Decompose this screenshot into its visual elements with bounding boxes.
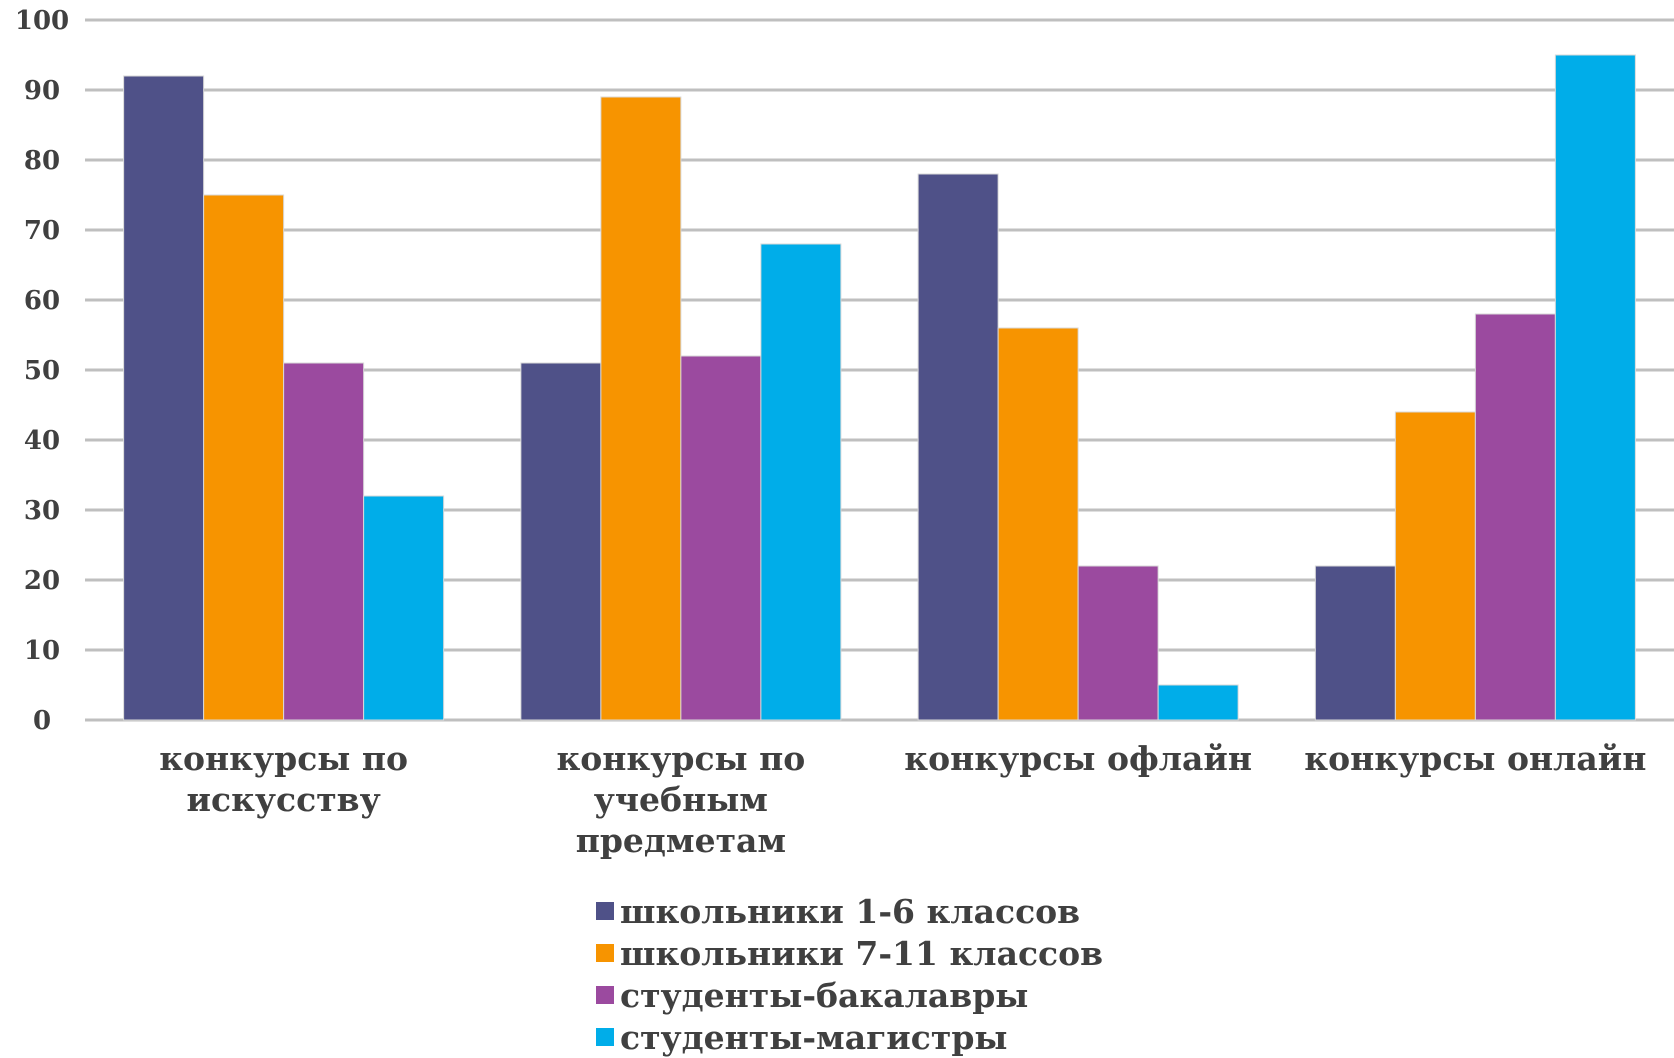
x-category-label: конкурсы по (556, 739, 805, 778)
legend: школьники 1-6 классов школьники 7-11 клас… (596, 890, 1103, 1058)
x-category-label: искусству (187, 780, 381, 819)
legend-item: студенты-магистры (596, 1016, 1103, 1058)
bar (520, 362, 602, 721)
bar (363, 495, 445, 721)
bar (760, 243, 842, 721)
legend-swatch (596, 902, 614, 920)
y-tick-label: 0 (33, 706, 51, 736)
bar (680, 355, 762, 721)
x-category-label: конкурсы по (159, 739, 408, 778)
bar (600, 96, 682, 721)
legend-item: студенты-бакалавры (596, 974, 1103, 1016)
y-tick-label: 70 (24, 216, 60, 246)
bar (1077, 565, 1159, 721)
legend-label: студенты-магистры (620, 1017, 1008, 1057)
bar (997, 327, 1079, 721)
bar (203, 194, 285, 721)
legend-swatch (596, 1028, 614, 1046)
legend-label: школьники 1-6 классов (620, 891, 1081, 931)
x-category-label: предметам (576, 821, 786, 860)
bar (1474, 313, 1556, 721)
legend-swatch (596, 986, 614, 1004)
x-category-label: конкурсы офлайн (904, 739, 1252, 778)
bar (1554, 54, 1636, 721)
y-tick-label: 30 (24, 496, 60, 526)
y-tick-label: 20 (24, 566, 60, 596)
bar (283, 362, 365, 721)
y-tick-label: 50 (24, 356, 60, 386)
legend-swatch (596, 944, 614, 962)
legend-item: школьники 7-11 классов (596, 932, 1103, 974)
bars (123, 54, 1636, 721)
y-axis-ticks: 0 10 20 30 40 50 60 70 80 90 100 (15, 6, 69, 736)
y-tick-label: 10 (24, 636, 60, 666)
bar (1314, 565, 1396, 721)
legend-item: школьники 1-6 классов (596, 890, 1103, 932)
y-tick-label: 80 (24, 146, 60, 176)
y-tick-label: 100 (15, 6, 69, 36)
y-tick-label: 60 (24, 286, 60, 316)
bar (1157, 684, 1239, 721)
bar (917, 173, 999, 721)
x-category-label: конкурсы онлайн (1304, 739, 1646, 778)
y-tick-label: 40 (24, 426, 60, 456)
legend-label: школьники 7-11 классов (620, 933, 1104, 973)
bar (123, 75, 205, 721)
y-tick-label: 90 (24, 76, 60, 106)
bar (1394, 411, 1476, 721)
x-category-label: учебным (594, 780, 768, 819)
legend-label: студенты-бакалавры (620, 975, 1029, 1015)
